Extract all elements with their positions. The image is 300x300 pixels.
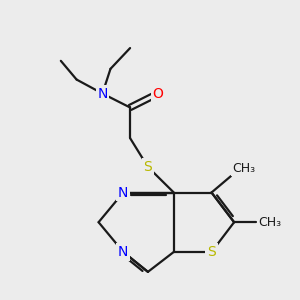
Text: CH₃: CH₃ bbox=[258, 216, 281, 229]
Text: N: N bbox=[118, 185, 128, 200]
Text: N: N bbox=[97, 86, 108, 100]
Text: S: S bbox=[143, 160, 152, 174]
Text: O: O bbox=[153, 86, 164, 100]
Text: S: S bbox=[207, 245, 216, 259]
Text: CH₃: CH₃ bbox=[232, 162, 256, 175]
Text: N: N bbox=[118, 245, 128, 259]
